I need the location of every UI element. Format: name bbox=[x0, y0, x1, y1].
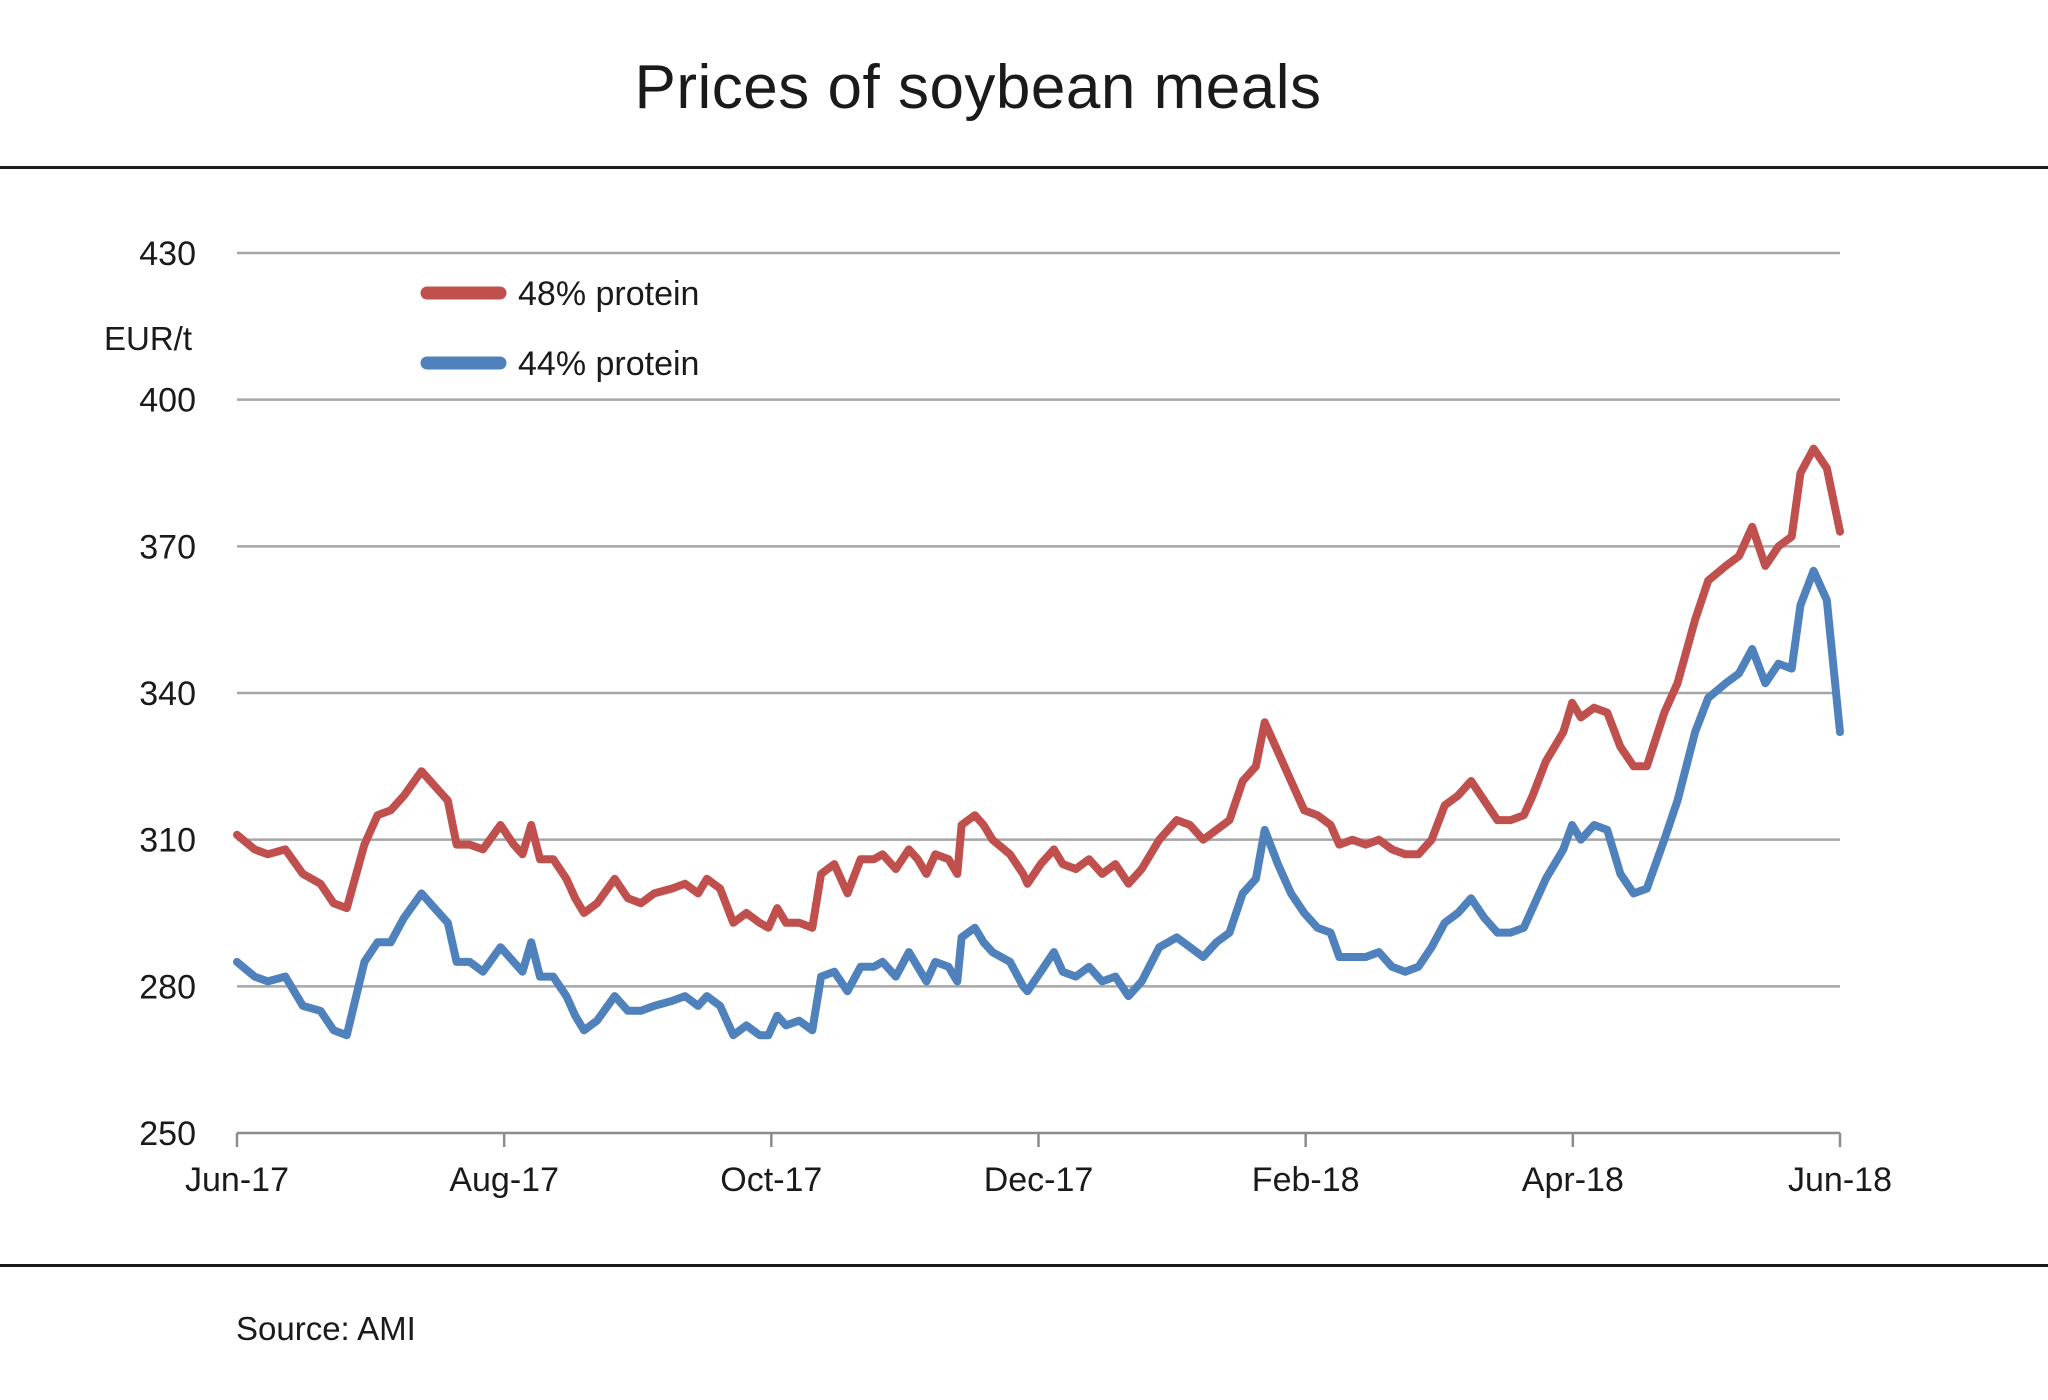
x-tick-label: Apr-18 bbox=[1522, 1161, 1624, 1199]
x-tick-label: Oct-17 bbox=[720, 1161, 822, 1199]
series-lines bbox=[233, 444, 1844, 1040]
source-note: Source: AMI bbox=[236, 1310, 416, 1347]
x-axis: Jun-17 Aug-17 Oct-17 Dec-17 Feb-18 Apr-18 Jun-… bbox=[185, 1131, 1892, 1199]
y-tick-label: 400 bbox=[139, 382, 196, 420]
series-line-0 bbox=[233, 444, 1844, 932]
legend-label-0: 48% protein bbox=[518, 275, 699, 313]
x-tick-label: Jun-17 bbox=[185, 1161, 289, 1199]
legend: 48% protein 44% protein bbox=[420, 275, 699, 383]
gridlines bbox=[237, 251, 1840, 988]
bottom-rule bbox=[0, 1264, 2048, 1267]
y-tick-label: 310 bbox=[139, 822, 196, 860]
legend-label-1: 44% protein bbox=[518, 345, 699, 383]
y-tick-label: 340 bbox=[139, 675, 196, 713]
top-rule bbox=[0, 166, 2048, 169]
y-tick-label: 430 bbox=[139, 235, 196, 273]
chart-title: Prices of soybean meals bbox=[634, 53, 1322, 122]
x-tick-label: Feb-18 bbox=[1252, 1161, 1360, 1199]
y-axis: 250 280 310 340 370 400 430 bbox=[139, 235, 196, 1153]
y-axis-label: EUR/t bbox=[104, 320, 192, 357]
y-tick-label: 250 bbox=[139, 1115, 196, 1153]
x-tick-label: Dec-17 bbox=[984, 1161, 1094, 1199]
x-tick-label: Jun-18 bbox=[1788, 1161, 1892, 1199]
x-tick-label: Aug-17 bbox=[449, 1161, 559, 1199]
y-tick-label: 280 bbox=[139, 968, 196, 1006]
series-line-1 bbox=[233, 566, 1844, 1040]
y-tick-label: 370 bbox=[139, 528, 196, 566]
